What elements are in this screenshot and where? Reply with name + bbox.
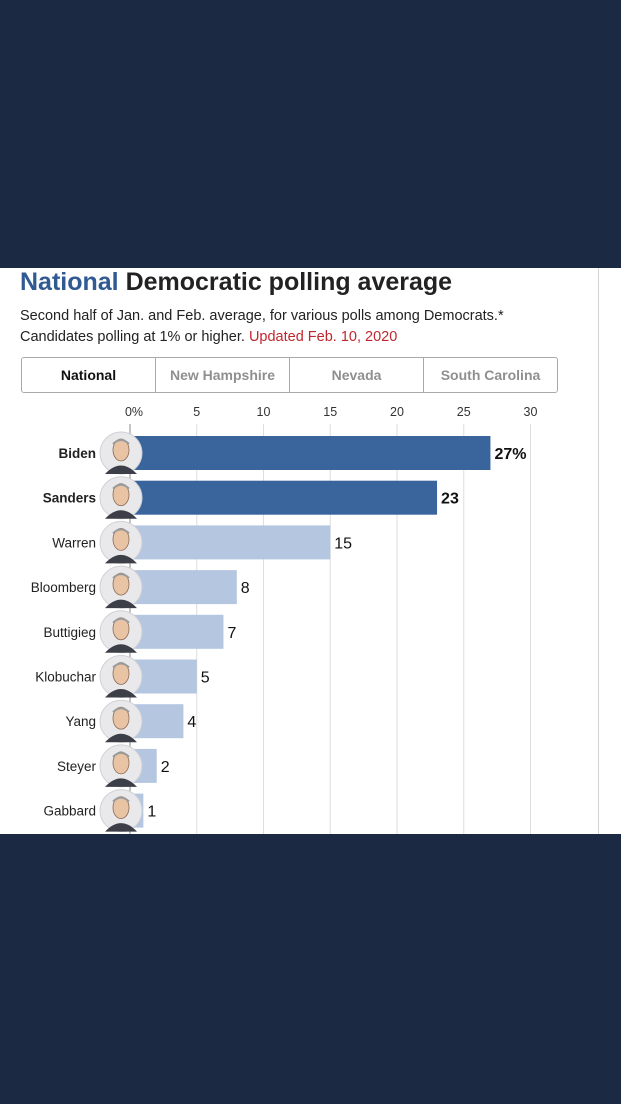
divider: [598, 268, 599, 834]
portrait-hair: [112, 796, 130, 803]
subtitle-text: Candidates polling at 1% or higher.: [20, 329, 249, 345]
portrait-face-icon: [99, 610, 143, 654]
portrait-suit: [105, 465, 137, 474]
value-label: 7: [227, 625, 236, 642]
category-label: Sanders: [43, 491, 96, 506]
bar: [130, 436, 491, 470]
value-label: 8: [241, 580, 250, 597]
subtitle-line1: Second half of Jan. and Feb. average, fo…: [20, 308, 504, 324]
portrait-hair: [112, 439, 130, 445]
category-label: Gabbard: [43, 804, 96, 819]
tab-nevada[interactable]: Nevada: [289, 358, 423, 392]
portrait-suit: [105, 689, 137, 698]
bar: [130, 525, 331, 560]
portrait-face-icon: [99, 744, 143, 788]
tab-national[interactable]: National: [60, 367, 117, 383]
category-label: Warren: [52, 535, 96, 550]
portrait-hair: [112, 662, 130, 669]
region-tabs: National New Hampshire Nevada South Caro…: [21, 357, 558, 393]
value-label: 15: [334, 535, 352, 552]
portrait-hair: [112, 573, 130, 579]
value-label: 1: [147, 804, 156, 821]
portrait-face-icon: [99, 431, 143, 475]
x-tick-label: 25: [457, 405, 471, 419]
category-label: Steyer: [57, 759, 97, 774]
portrait-suit: [105, 778, 137, 787]
title-rest: Democratic polling average: [118, 268, 453, 296]
chart-title: National Democratic polling average: [20, 268, 452, 297]
x-tick-label: 15: [323, 405, 337, 419]
portrait-hair: [112, 751, 130, 758]
portrait-suit: [105, 510, 137, 519]
tab-new-hampshire[interactable]: New Hampshire: [155, 358, 289, 392]
value-label: 27%: [494, 446, 526, 463]
portrait-suit: [105, 644, 137, 653]
x-tick-label: 30: [524, 405, 538, 419]
x-tick-label: 10: [257, 405, 271, 419]
value-label: 23: [441, 491, 459, 508]
value-label: 5: [201, 670, 210, 687]
subtitle-line2: Candidates polling at 1% or higher. Upda…: [20, 329, 397, 345]
portrait-face-icon: [99, 565, 143, 609]
title-highlight: National: [20, 268, 119, 296]
bar: [130, 614, 224, 649]
value-label: 2: [161, 759, 170, 776]
portrait-suit: [105, 554, 137, 564]
portrait-hair: [112, 528, 130, 535]
chart-card: National Democratic polling average Seco…: [0, 268, 621, 834]
category-label: Yang: [65, 714, 96, 729]
portrait-face-icon: [99, 520, 143, 564]
x-tick-label: 20: [390, 405, 404, 419]
category-label: Klobuchar: [35, 670, 96, 685]
category-label: Bloomberg: [31, 580, 96, 595]
portrait-suit: [105, 599, 137, 609]
portrait-suit: [105, 733, 137, 743]
updated-date: Updated Feb. 10, 2020: [248, 329, 398, 345]
value-label: 4: [187, 714, 196, 731]
category-label: Biden: [58, 446, 96, 461]
portrait-hair: [112, 483, 130, 490]
portrait-head: [112, 572, 130, 596]
x-tick-label: 5: [193, 405, 200, 419]
bar: [130, 570, 237, 605]
portrait-hair: [112, 617, 130, 624]
portrait-face-icon: [99, 476, 143, 520]
bar: [130, 480, 438, 515]
portrait-face-icon: [99, 789, 143, 833]
portrait-suit: [105, 823, 137, 832]
portrait-face-icon: [99, 655, 143, 698]
portrait-hair: [112, 707, 130, 713]
tab-south-carolina[interactable]: South Carolina: [423, 358, 557, 392]
category-label: Buttigieg: [43, 625, 96, 640]
portrait-face-icon: [99, 699, 143, 743]
x-tick-label: 0%: [125, 405, 143, 419]
